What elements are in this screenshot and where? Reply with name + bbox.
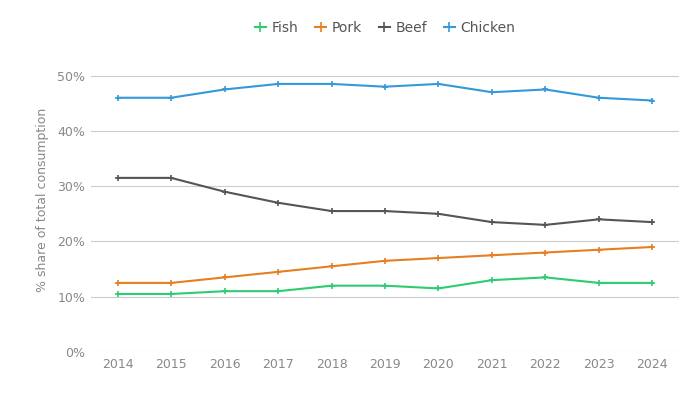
Pork (541, 250, 550, 255)
Chicken (648, 98, 657, 103)
Fish (434, 286, 442, 291)
Fish (167, 292, 176, 296)
Beef (648, 220, 657, 224)
Pork (220, 275, 229, 280)
Beef (167, 176, 176, 180)
Legend: Fish, Pork, Beef, Chicken: Fish, Pork, Beef, Chicken (249, 16, 521, 40)
Chicken (594, 95, 603, 100)
Fish (648, 280, 657, 285)
Pork (594, 247, 603, 252)
Line: Fish: Fish (115, 274, 655, 297)
Pork (434, 256, 442, 260)
Fish (328, 283, 336, 288)
Line: Chicken: Chicken (115, 81, 655, 104)
Fish (220, 289, 229, 294)
Beef (434, 212, 442, 216)
Chicken (113, 95, 122, 100)
Pork (167, 280, 176, 285)
Chicken (541, 87, 550, 92)
Line: Beef: Beef (115, 175, 655, 228)
Chicken (381, 84, 389, 89)
Beef (274, 200, 282, 205)
Chicken (274, 82, 282, 86)
Pork (648, 244, 657, 249)
Fish (274, 289, 282, 294)
Beef (541, 222, 550, 227)
Beef (113, 176, 122, 180)
Fish (488, 278, 496, 282)
Pork (274, 270, 282, 274)
Chicken (328, 82, 336, 86)
Fish (594, 280, 603, 285)
Chicken (488, 90, 496, 95)
Pork (381, 258, 389, 263)
Fish (381, 283, 389, 288)
Fish (113, 292, 122, 296)
Beef (488, 220, 496, 224)
Chicken (167, 95, 176, 100)
Line: Pork: Pork (115, 244, 655, 286)
Chicken (434, 82, 442, 86)
Pork (113, 280, 122, 285)
Y-axis label: % share of total consumption: % share of total consumption (36, 108, 49, 292)
Beef (594, 217, 603, 222)
Fish (541, 275, 550, 280)
Pork (488, 253, 496, 258)
Beef (220, 189, 229, 194)
Pork (328, 264, 336, 269)
Beef (328, 209, 336, 214)
Beef (381, 209, 389, 214)
Chicken (220, 87, 229, 92)
